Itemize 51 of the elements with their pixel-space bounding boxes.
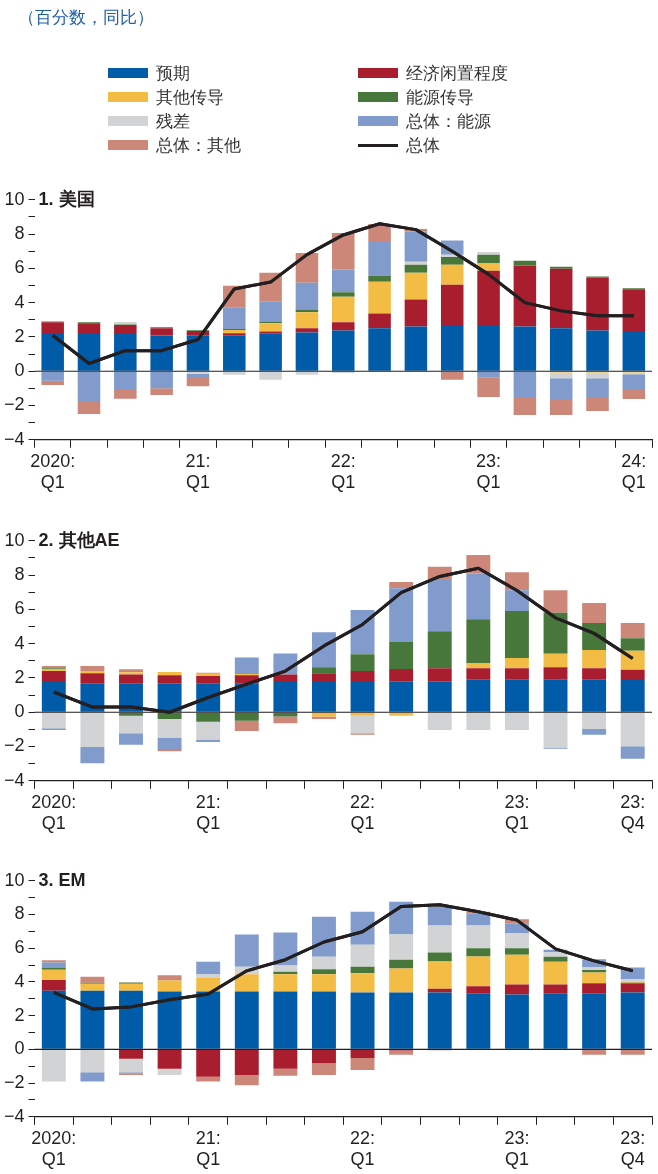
y-tick-label: −2 [3, 1072, 25, 1093]
x-tick-label: 23: Q4 [620, 1127, 646, 1170]
chart-subtitle: （百分数，同比） [18, 6, 154, 29]
y-tick-label: −4 [3, 1105, 25, 1126]
x-tick-label: 23: Q4 [620, 791, 646, 834]
y-tick-label: 6 [14, 598, 25, 619]
chart-title: 1. 美国 [38, 188, 95, 209]
y-tick-label: 4 [14, 632, 25, 653]
y-tick-label: 4 [14, 970, 25, 991]
x-tick-label: 2020: Q1 [31, 791, 77, 834]
legend-label: 能源传导 [406, 85, 474, 109]
legend-label: 预期 [156, 61, 190, 85]
y-tick-label: 0 [14, 1038, 25, 1059]
y-tick-label: 8 [14, 564, 25, 585]
legend-label: 总体：其他 [156, 133, 241, 157]
x-tick-label: 21: Q1 [185, 450, 211, 493]
y-tick-label: −4 [3, 428, 25, 449]
y-tick-label: 8 [14, 223, 25, 244]
x-tick-label: 22: Q1 [350, 791, 376, 834]
x-tick-label: 23: Q1 [504, 1127, 530, 1170]
y-tick-label: 10 [4, 529, 25, 550]
y-tick-label: 2 [14, 325, 25, 346]
y-tick-label: 8 [14, 903, 25, 924]
y-tick-label: 6 [14, 937, 25, 958]
y-tick-label: 2 [14, 1004, 25, 1025]
x-tick-label: 23: Q1 [504, 791, 530, 834]
y-tick-label: 2 [14, 666, 25, 687]
y-tick-label: 0 [14, 701, 25, 722]
legend-label: 总体 [406, 133, 440, 157]
x-tick-label: 22: Q1 [350, 1127, 376, 1170]
x-tick-label: 2020: Q1 [31, 1127, 77, 1170]
y-tick-label: 4 [14, 291, 25, 312]
y-tick-label: 10 [4, 869, 25, 890]
x-tick-label: 23: Q1 [476, 450, 502, 493]
y-tick-label: 10 [4, 188, 25, 209]
legend-label: 其他传导 [156, 85, 224, 109]
chart-title: 3. EM [38, 869, 86, 890]
y-tick-label: −2 [3, 394, 25, 415]
legend-label: 总体：能源 [406, 109, 491, 133]
y-tick-label: −2 [3, 735, 25, 756]
x-tick-label: 21: Q1 [195, 1127, 221, 1170]
y-tick-label: −4 [3, 769, 25, 790]
y-tick-label: 0 [14, 360, 25, 381]
chart-title: 2. 其他AE [38, 529, 120, 550]
x-tick-label: 24: Q1 [621, 450, 647, 493]
x-tick-label: 21: Q1 [195, 791, 221, 834]
y-tick-label: 6 [14, 257, 25, 278]
x-tick-label: 22: Q1 [330, 450, 356, 493]
x-tick-label: 2020: Q1 [30, 450, 76, 493]
legend-label: 残差 [156, 109, 190, 133]
legend-label: 经济闲置程度 [406, 61, 508, 85]
